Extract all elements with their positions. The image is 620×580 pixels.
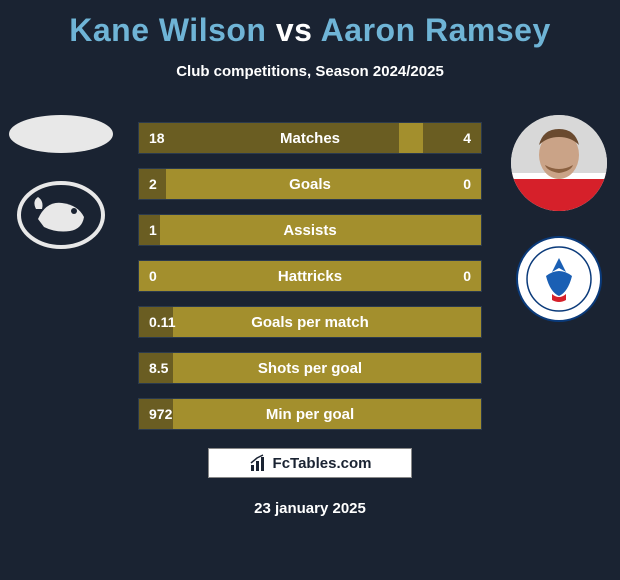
stat-bar-matches: 184Matches [138,122,482,154]
chart-icon [249,453,269,473]
player2-photo-icon [511,115,607,211]
stat-bar-hattricks: 0 0Hattricks [138,260,482,292]
brand-badge: FcTables.com [208,448,412,478]
player1-avatar [9,115,113,153]
brand-text: FcTables.com [273,455,372,472]
left-column [8,115,114,255]
bar-value-left: 972 [149,399,172,429]
bar-value-right: 0 [463,169,471,199]
bar-value-right: 0 [463,261,471,291]
player2-club-logo [514,239,604,319]
player2-name: Aaron Ramsey [321,12,551,48]
bar-fill-left [139,123,399,153]
stat-bar-shots-per-goal: 8.5Shots per goal [138,352,482,384]
player1-name: Kane Wilson [69,12,266,48]
stat-bar-assists: 1Assists [138,214,482,246]
bar-label: Goals [139,169,481,199]
derby-ram-icon [16,179,106,251]
subtitle: Club competitions, Season 2024/2025 [0,63,620,80]
stat-bar-goals-per-match: 0.11Goals per match [138,306,482,338]
bar-value-left: 8.5 [149,353,168,383]
bar-label: Shots per goal [139,353,481,383]
bar-value-left: 0 [149,261,157,291]
footer-date: 23 january 2025 [0,500,620,517]
vs-text: vs [276,12,313,48]
stats-bars: 184Matches20Goals1Assists00Hattricks0.11… [138,122,482,430]
bar-value-right: 4 [463,123,471,153]
bar-value-left: 18 [149,123,165,153]
bar-label: Assists [139,215,481,245]
bar-fill-right [423,123,481,153]
bar-value-left: 0.11 [149,307,175,337]
bar-value-left: 2 [149,169,157,199]
right-column [506,115,612,319]
bar-label: Hattricks [139,261,481,291]
comparison-title: Kane Wilson vs Aaron Ramsey [0,0,620,49]
cardiff-bluebird-icon [516,236,602,322]
stat-bar-goals: 2 0Goals [138,168,482,200]
stat-bar-min-per-goal: 972Min per goal [138,398,482,430]
player2-avatar [511,115,607,211]
bar-value-left: 1 [149,215,157,245]
player1-club-logo [16,175,106,255]
bar-label: Goals per match [139,307,481,337]
bar-label: Min per goal [139,399,481,429]
